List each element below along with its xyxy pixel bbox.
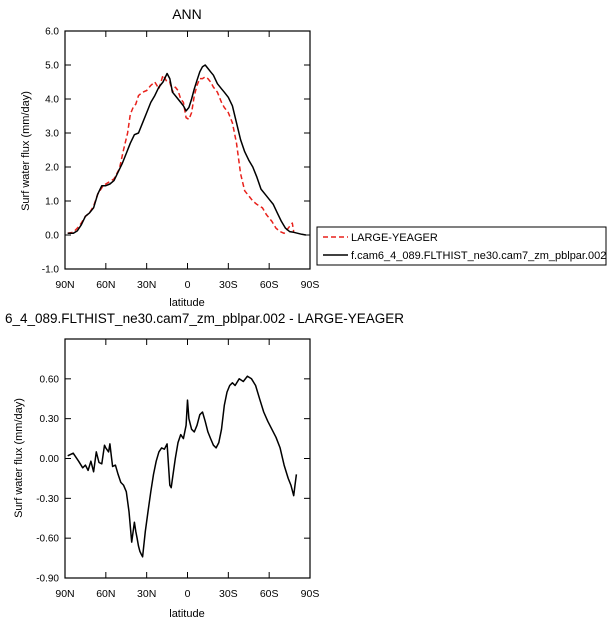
top-chart-x-axis-label: latitude — [169, 297, 204, 309]
top-x-tick-label: 30N — [137, 279, 156, 291]
top-plot-frame — [64, 30, 311, 270]
top-x-tick-label: 90N — [55, 279, 74, 291]
bottom-y-tick-label: -0.90 — [36, 574, 59, 585]
legend-label-cam6: f.cam6_4_089.FLTHIST_ne30.cam7_zm_pblpar… — [351, 250, 606, 262]
top-y-tick-label: 3.0 — [45, 129, 59, 140]
top-x-tick-label: 60S — [260, 279, 279, 291]
top-x-tick-label: 0 — [185, 279, 191, 291]
top-y-tick-label: 6.0 — [45, 27, 59, 38]
top-y-tick-label: 5.0 — [45, 61, 59, 72]
top-y-tick-label: 4.0 — [45, 95, 59, 106]
legend: LARGE-YEAGER f.cam6_4_089.FLTHIST_ne30.c… — [316, 226, 607, 266]
top-chart-y-axis-label: Surf water flux (mm/day) — [20, 91, 32, 211]
bottom-y-tick-label: -0.60 — [36, 534, 59, 545]
top-chart-title: ANN — [172, 6, 202, 22]
top-x-tick-label: 30S — [219, 279, 238, 291]
top-y-tick-label: 1.0 — [45, 197, 59, 208]
bottom-y-tick-label: 0.00 — [40, 454, 60, 465]
bottom-y-tick-label: -0.30 — [36, 494, 59, 505]
bottom-x-tick-label: 30N — [137, 588, 156, 600]
top-series-line-1 — [67, 64, 307, 236]
bottom-chart-title: 6_4_089.FLTHIST_ne30.cam7_zm_pblpar.002 … — [5, 311, 404, 326]
bottom-x-tick-label: 90N — [55, 588, 74, 600]
bottom-y-tick-label: 0.30 — [40, 414, 60, 425]
top-x-tick-label: 90S — [301, 279, 320, 291]
bottom-y-tick-label: 0.60 — [40, 374, 60, 385]
top-y-tick-label: 2.0 — [45, 163, 59, 174]
bottom-series-line-0 — [67, 375, 298, 558]
legend-label-large-yeager: LARGE-YEAGER — [351, 232, 438, 244]
top-series-line-0 — [67, 74, 295, 235]
top-y-tick-label: 0.0 — [45, 231, 59, 242]
bottom-x-tick-label: 60N — [96, 588, 115, 600]
top-chart: ANN Surf water flux (mm/day) latitude -1… — [20, 6, 319, 309]
bottom-x-tick-label: 30S — [219, 588, 238, 600]
top-y-tick-label: -1.0 — [42, 265, 60, 276]
bottom-plot-frame — [64, 338, 311, 579]
bottom-chart-x-axis-label: latitude — [169, 608, 204, 620]
legend-box — [316, 226, 607, 266]
bottom-chart-y-axis-label: Surf water flux (mm/day) — [13, 398, 25, 518]
bottom-x-tick-label: 90S — [301, 588, 320, 600]
bottom-x-tick-label: 60S — [260, 588, 279, 600]
top-x-tick-label: 60N — [96, 279, 115, 291]
bottom-x-tick-label: 0 — [185, 588, 191, 600]
bottom-chart: 6_4_089.FLTHIST_ne30.cam7_zm_pblpar.002 … — [5, 311, 404, 620]
